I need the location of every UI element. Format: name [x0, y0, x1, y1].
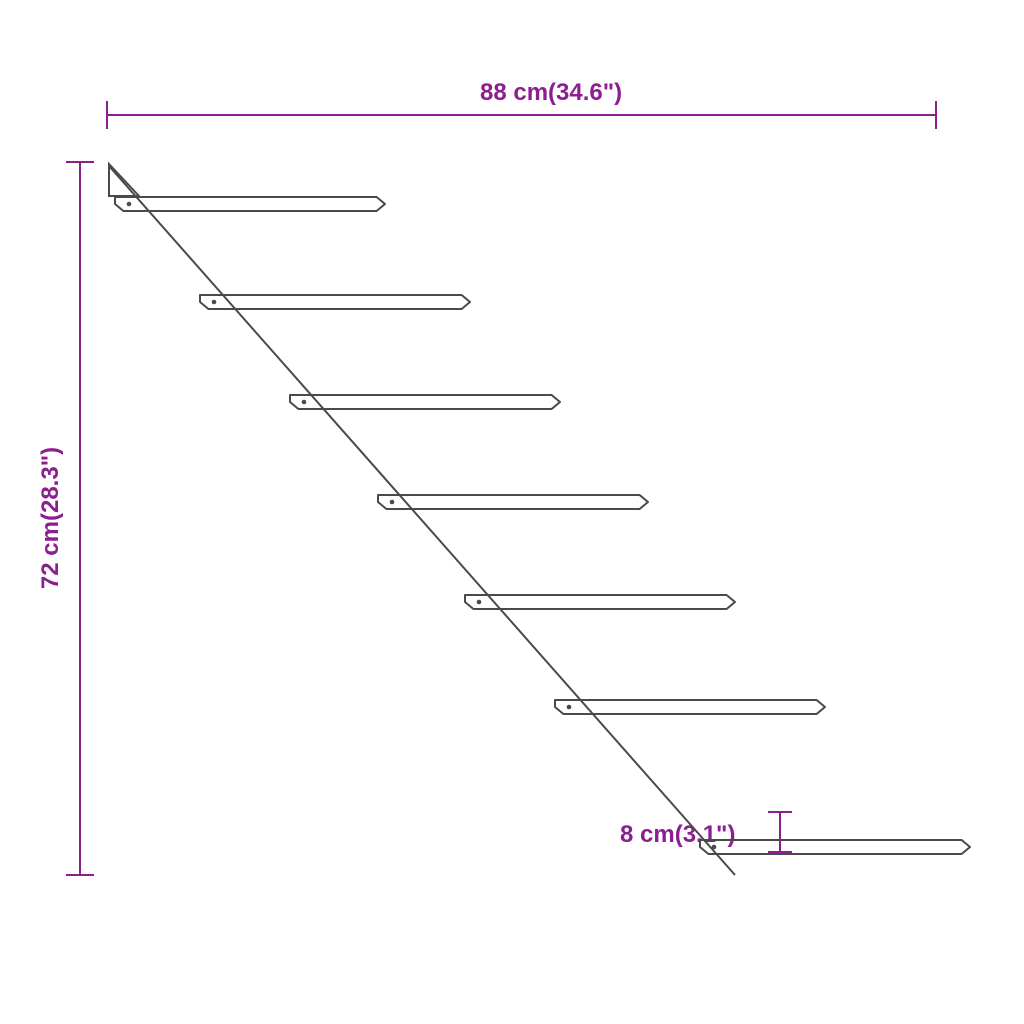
screw-icon: [127, 202, 132, 207]
step-gap-dimension-label: 8 cm(3.1"): [620, 821, 735, 848]
dimension-height: 72 cm(28.3"): [37, 162, 94, 875]
diagonal-rail: [109, 166, 735, 875]
mount-bracket: [109, 164, 139, 196]
screw-icon: [567, 705, 572, 710]
step: [290, 395, 560, 409]
screw-icon: [390, 500, 395, 505]
screw-icon: [477, 600, 482, 605]
dimension-step-gap: 8 cm(3.1"): [620, 812, 792, 852]
step: [115, 197, 385, 211]
step: [555, 700, 825, 714]
screw-icon: [302, 400, 307, 405]
steps-group: [115, 197, 970, 854]
step: [700, 840, 970, 854]
step: [378, 495, 648, 509]
dimension-width: 88 cm(34.6"): [107, 79, 936, 129]
dimension-diagram: 88 cm(34.6") 72 cm(28.3") 8 cm(3.1"): [0, 0, 1024, 1024]
height-dimension-label: 72 cm(28.3"): [37, 447, 64, 589]
width-dimension-label: 88 cm(34.6"): [480, 79, 622, 106]
step: [465, 595, 735, 609]
screw-icon: [712, 845, 717, 850]
screw-icon: [212, 300, 217, 305]
step: [200, 295, 470, 309]
